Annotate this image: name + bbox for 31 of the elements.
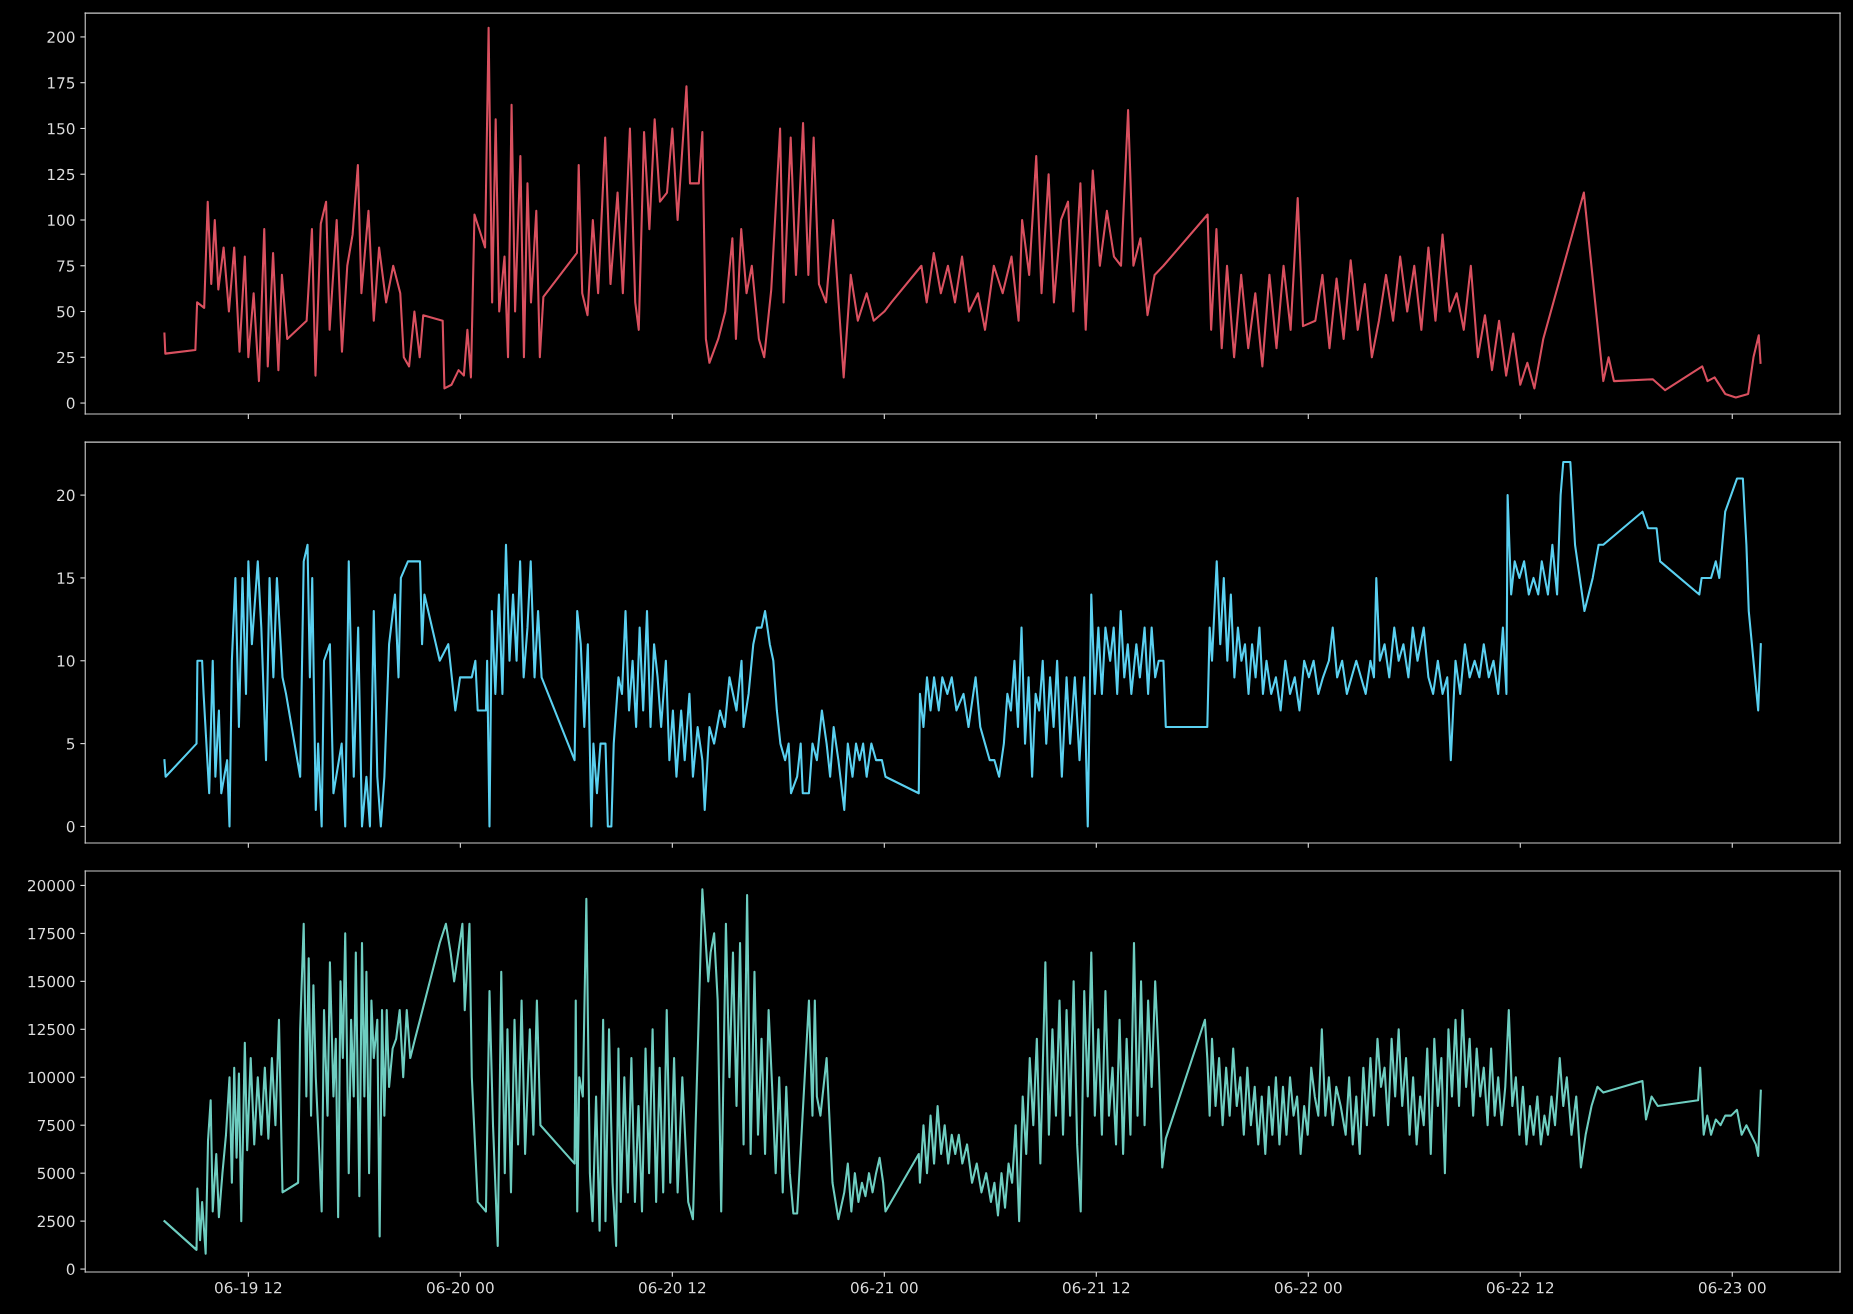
x-tick-label: 06-23 00 (1698, 1281, 1766, 1294)
y-tick-label: 20 (57, 489, 75, 502)
y-tick-label: 125 (48, 168, 75, 181)
y-tick-label: 15 (57, 572, 75, 584)
y-tick-label: 0 (66, 820, 75, 833)
y-tick-label: 100 (48, 214, 75, 227)
y-tick-label: 17500 (28, 927, 75, 940)
y-tick-label: 75 (57, 260, 75, 272)
y-tick-label: 0 (66, 1263, 75, 1276)
y-tick-label: 25 (57, 351, 75, 364)
y-tick-label: 200 (47, 31, 75, 43)
y-tick-label: 7500 (37, 1119, 75, 1132)
y-tick-label: 12500 (28, 1023, 75, 1036)
x-tick-label: 06-21 12 (1062, 1281, 1130, 1294)
y-tick-label: 0 (66, 397, 75, 410)
y-tick-label: 2500 (37, 1215, 75, 1228)
y-tick-label: 50 (57, 305, 75, 318)
x-tick-label: 06-22 12 (1486, 1281, 1554, 1294)
x-tick-label: 06-20 12 (638, 1281, 706, 1294)
y-tick-label: 5 (66, 738, 75, 750)
y-tick-label: 15000 (28, 975, 75, 988)
y-tick-label: 20000 (28, 879, 75, 892)
y-tick-label: 175 (48, 77, 75, 89)
x-tick-label: 06-22 00 (1274, 1281, 1342, 1294)
y-tick-label: 5000 (37, 1167, 75, 1180)
y-tick-label: 10 (57, 655, 75, 667)
y-tick-label: 10000 (28, 1071, 75, 1084)
x-tick-label: 06-20 00 (427, 1281, 494, 1294)
x-tick-label: 06-19 12 (215, 1281, 282, 1294)
y-tick-label: 150 (48, 122, 75, 135)
x-tick-label: 06-21 00 (850, 1281, 918, 1294)
